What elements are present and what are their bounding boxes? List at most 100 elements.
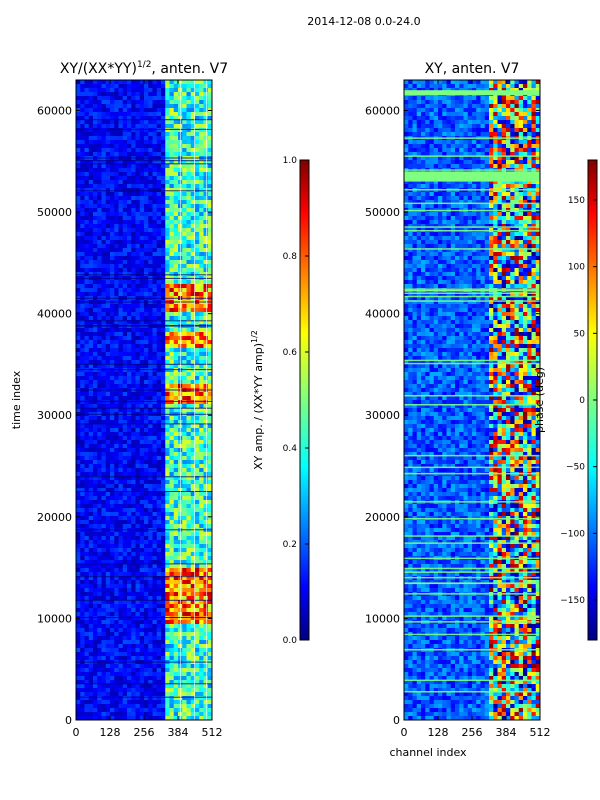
amplitude-cell <box>127 116 132 121</box>
amplitude-cell <box>152 484 158 489</box>
amplitude-cell <box>169 108 175 113</box>
amplitude-cell <box>127 516 132 521</box>
amplitude-cell <box>101 88 107 93</box>
amplitude-cell <box>161 176 166 181</box>
amplitude-cell <box>173 516 179 521</box>
amplitude-cell <box>80 452 85 457</box>
amplitude-cell <box>186 204 192 209</box>
amplitude-cell <box>173 436 179 441</box>
amplitude-cell <box>161 180 166 185</box>
amplitude-cell <box>110 408 115 413</box>
amplitude-cell <box>156 448 162 453</box>
amplitude-cell <box>182 432 187 437</box>
amplitude-cell <box>144 120 149 125</box>
amplitude-cell <box>88 604 94 609</box>
amplitude-cell <box>122 400 128 405</box>
amplitude-cell <box>88 144 94 149</box>
amplitude-cell <box>195 360 200 365</box>
amplitude-cell <box>165 140 170 145</box>
amplitude-cell <box>182 172 187 177</box>
amplitude-cell <box>190 216 196 221</box>
amplitude-cell <box>76 568 81 573</box>
amplitude-cell <box>199 428 204 433</box>
amplitude-cell <box>156 280 162 285</box>
amplitude-cell <box>114 476 119 481</box>
amplitude-cell <box>203 488 209 493</box>
amplitude-cell <box>101 404 107 409</box>
amplitude-cell <box>122 628 128 633</box>
amplitude-cell <box>152 676 158 681</box>
amplitude-cell <box>199 200 204 205</box>
amplitude-cell <box>152 120 158 125</box>
amplitude-cell <box>131 336 136 341</box>
amplitude-cell <box>122 336 128 341</box>
amplitude-cell <box>97 512 102 517</box>
amplitude-cell <box>84 240 90 245</box>
amplitude-cell <box>148 484 153 489</box>
amplitude-cell <box>93 320 98 325</box>
amplitude-cell <box>199 508 204 513</box>
amplitude-cell <box>135 240 141 245</box>
amplitude-cell <box>203 260 209 265</box>
amplitude-cell <box>152 244 158 249</box>
amplitude-cell <box>203 400 209 405</box>
amplitude-cell <box>144 408 149 413</box>
amplitude-cell <box>203 644 209 649</box>
amplitude-cell <box>88 544 94 549</box>
amplitude-heatmap-image <box>76 80 212 720</box>
amplitude-cell <box>165 536 170 541</box>
amplitude-cell <box>182 400 187 405</box>
amplitude-cell <box>97 252 102 257</box>
amplitude-cell <box>93 452 98 457</box>
amplitude-cell <box>118 692 124 697</box>
amplitude-cell <box>93 216 98 221</box>
amplitude-cell <box>135 192 141 197</box>
amplitude-cell <box>131 460 136 465</box>
amplitude-cell <box>195 92 200 97</box>
amplitude-cell <box>182 616 187 621</box>
amplitude-cell <box>186 468 192 473</box>
amplitude-cell <box>127 328 132 333</box>
amplitude-cell <box>88 360 94 365</box>
amplitude-cell <box>182 592 187 597</box>
amplitude-cell <box>199 512 204 517</box>
amplitude-cell <box>148 524 153 529</box>
amplitude-cell <box>118 492 124 497</box>
amplitude-cell <box>173 100 179 105</box>
amplitude-cell <box>182 176 187 181</box>
amplitude-cell <box>97 340 102 345</box>
amplitude-cell <box>169 500 175 505</box>
amplitude-cell <box>144 608 149 613</box>
amplitude-cell <box>203 480 209 485</box>
amplitude-cell <box>118 112 124 117</box>
amplitude-cell <box>195 504 200 509</box>
amplitude-cell <box>135 508 141 513</box>
amplitude-cell <box>101 268 107 273</box>
amplitude-cell <box>122 588 128 593</box>
amplitude-cell <box>156 120 162 125</box>
amplitude-cell <box>148 308 153 313</box>
amplitude-cell <box>93 636 98 641</box>
amplitude-cell <box>101 572 107 577</box>
amplitude-cell <box>118 172 124 177</box>
amplitude-cell <box>76 148 81 153</box>
amplitude-cell <box>190 628 196 633</box>
amplitude-cell <box>76 284 81 289</box>
amplitude-cell <box>182 504 187 509</box>
amplitude-cell <box>127 100 132 105</box>
amplitude-cell <box>161 600 166 605</box>
amplitude-cell <box>156 696 162 701</box>
amplitude-cell <box>127 180 132 185</box>
amplitude-cell <box>135 280 141 285</box>
amplitude-cell <box>97 432 102 437</box>
amplitude-cell <box>190 592 196 597</box>
amplitude-cell <box>144 456 149 461</box>
amplitude-cell <box>190 444 196 449</box>
amplitude-cell <box>190 640 196 645</box>
amplitude-cell <box>186 232 192 237</box>
amplitude-cell <box>127 536 132 541</box>
amplitude-cell <box>203 264 209 269</box>
amplitude-cell <box>173 280 179 285</box>
amplitude-cell <box>169 144 175 149</box>
amplitude-cell <box>161 172 166 177</box>
